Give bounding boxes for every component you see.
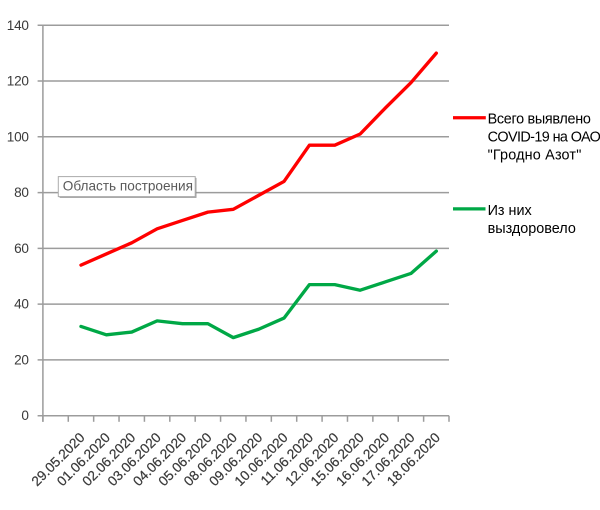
svg-text:COVID-19 на ОАО: COVID-19 на ОАО bbox=[488, 129, 600, 145]
svg-text:20: 20 bbox=[14, 352, 29, 367]
svg-text:Область построения: Область построения bbox=[63, 178, 193, 193]
svg-text:Всего выявлено: Всего выявлено bbox=[488, 111, 591, 127]
svg-text:"Гродно Азот": "Гродно Азот" bbox=[488, 147, 582, 163]
svg-text:100: 100 bbox=[7, 129, 30, 144]
svg-text:выздоровело: выздоровело bbox=[488, 221, 576, 237]
svg-text:120: 120 bbox=[7, 74, 30, 89]
svg-text:40: 40 bbox=[14, 297, 29, 312]
svg-text:80: 80 bbox=[14, 185, 29, 200]
svg-text:0: 0 bbox=[21, 408, 29, 423]
svg-text:140: 140 bbox=[7, 18, 30, 33]
svg-text:Из них: Из них bbox=[488, 203, 533, 219]
svg-text:60: 60 bbox=[14, 241, 29, 256]
